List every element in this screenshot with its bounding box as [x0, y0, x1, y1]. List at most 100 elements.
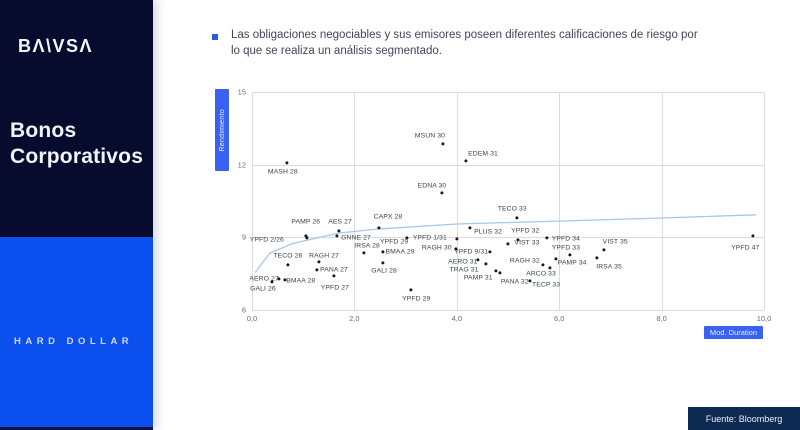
scatter-point — [476, 258, 480, 262]
scatter-point — [277, 277, 281, 281]
sidebar-bottom-strip — [0, 427, 153, 430]
point-label: YPFD 27 — [320, 284, 350, 292]
bullet-icon — [212, 34, 218, 40]
gridline — [252, 92, 253, 310]
scatter-point — [751, 234, 755, 238]
gridline — [252, 237, 764, 239]
point-label: EDNA 30 — [417, 182, 447, 190]
point-label: IRSA 28 — [354, 242, 380, 250]
gridline — [456, 92, 458, 310]
scatter-point — [498, 271, 502, 275]
scatter-point — [304, 234, 308, 238]
point-label: YPFD 32 — [511, 227, 540, 235]
gridline — [559, 92, 561, 310]
scatter-point — [515, 216, 519, 220]
point-label: TECO 26 — [273, 252, 303, 260]
scatter-point — [602, 248, 606, 252]
point-label: PLUS 32 — [474, 228, 503, 236]
point-label: YPFD 29 — [402, 295, 431, 303]
gridline — [764, 92, 765, 310]
y-axis-title: Rendimiento — [218, 108, 226, 152]
x-tick-label: 0,0 — [246, 314, 258, 323]
point-label: YPFD 47 — [731, 244, 760, 252]
y-tick-label: 15 — [237, 87, 246, 97]
scatter-point — [528, 279, 532, 283]
y-tick-label: 6 — [241, 305, 246, 315]
scatter-point — [464, 159, 468, 163]
point-label: AES 27 — [328, 218, 352, 226]
x-tick-label: 2,0 — [349, 314, 360, 323]
scatter-point — [305, 236, 309, 240]
x-tick-label: 6,0 — [553, 314, 565, 323]
gridline — [252, 164, 764, 166]
scatter-point — [405, 236, 409, 240]
source-label: Fuente: Bloomberg — [705, 413, 783, 424]
point-label: YPFD 33 — [551, 244, 581, 252]
point-label: YPFD 34 — [551, 235, 581, 243]
point-label: RAGH 30 — [421, 244, 452, 252]
point-label: RAGH 32 — [509, 257, 540, 265]
point-label: AERO 27 — [249, 275, 279, 283]
point-label: AERO 31 — [448, 258, 478, 266]
sidebar-bottom-panel: HARD DOLLAR — [0, 237, 153, 427]
scatter-point — [286, 263, 290, 267]
point-label: IRSA 35 — [596, 263, 622, 271]
point-label: BMAA 29 — [385, 248, 415, 256]
point-label: YPFD 1/31 — [412, 234, 447, 242]
point-label: TECP 33 — [531, 281, 561, 289]
point-label: YPFD 2/26 — [249, 236, 284, 244]
scatter-point — [455, 237, 459, 241]
scatter-point — [337, 228, 341, 233]
x-tick-label: 10,0 — [756, 314, 772, 323]
scatter-chart: Rendimiento Mod. Duration 0,0 2,0 4,0 6,0 8,… — [215, 88, 771, 339]
point-label: RAGH 27 — [309, 252, 339, 260]
scatter-point — [494, 269, 498, 273]
trend-line — [254, 214, 757, 273]
point-label: VIST 33 — [514, 239, 540, 247]
point-label: MASH 28 — [267, 168, 298, 176]
point-label: BMAA 28 — [286, 277, 316, 285]
scatter-point — [468, 226, 472, 230]
x-tick-label: 8,0 — [656, 314, 667, 323]
gridline — [354, 92, 356, 310]
brand-logo: BΛ\VSΛ — [18, 36, 94, 56]
scatter-point — [440, 191, 444, 195]
point-label: MSUN 30 — [414, 132, 446, 140]
point-label: PAMP 34 — [557, 259, 587, 267]
scatter-point — [568, 253, 572, 257]
scatter-point — [541, 263, 545, 267]
point-label: YPFD 29 — [379, 238, 409, 246]
scatter-point — [488, 250, 492, 254]
scatter-point — [381, 261, 385, 265]
scatter-point — [484, 262, 488, 266]
scatter-point — [554, 257, 558, 261]
scatter-point — [283, 278, 287, 282]
slide-title: Bonos Corporativos — [10, 119, 144, 168]
scatter-point — [377, 226, 381, 230]
sidebar: BΛ\VSΛ Bonos Corporativos HARD DOLLAR — [0, 0, 153, 430]
scatter-point — [270, 280, 274, 284]
scatter-point — [409, 288, 413, 292]
gridline — [252, 92, 764, 93]
scatter-point — [454, 247, 458, 251]
gridline — [661, 92, 663, 310]
scatter-point — [335, 234, 339, 238]
scatter-point — [548, 266, 552, 270]
bullet-text: Las obligaciones negociables y sus emiso… — [231, 29, 698, 57]
point-label: PANA 27 — [320, 266, 348, 274]
scatter-point — [595, 256, 599, 260]
scatter-point — [545, 236, 549, 240]
point-label: EDEM 31 — [468, 150, 498, 158]
y-axis-title-box: Rendimiento — [215, 89, 229, 171]
point-label: GALI 26 — [250, 285, 276, 293]
point-label: CAPX 28 — [373, 213, 403, 221]
point-label: PAMP 26 — [291, 218, 321, 226]
point-label: ARCO 33 — [526, 270, 556, 278]
scatter-point — [317, 260, 321, 264]
x-axis-title-box: Mod. Duration — [703, 326, 763, 339]
scatter-point — [516, 238, 520, 242]
source-box: Fuente: Bloomberg — [688, 407, 800, 430]
point-label: GALI 28 — [371, 267, 397, 275]
sidebar-top-panel: BΛ\VSΛ Bonos Corporativos — [0, 0, 153, 237]
scatter-point — [506, 242, 510, 246]
